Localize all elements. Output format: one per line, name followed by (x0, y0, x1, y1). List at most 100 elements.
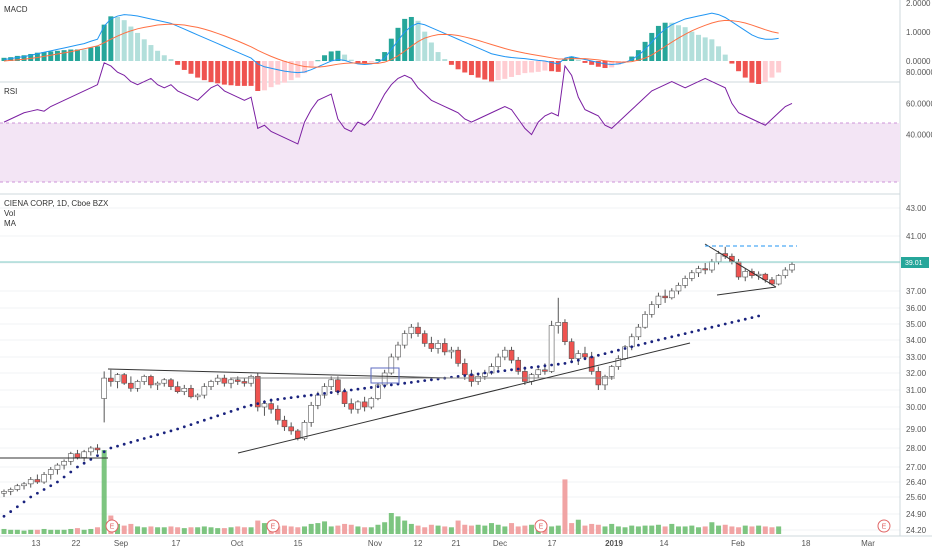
ma-point (583, 357, 587, 360)
macd-histogram-bar (562, 59, 568, 61)
volume-bar (515, 526, 521, 534)
ma-point (730, 321, 734, 324)
ma-point (189, 423, 193, 426)
volume-bar (362, 527, 368, 534)
volume-bar (48, 529, 54, 534)
earnings-icon (105, 519, 119, 533)
macd-histogram-bar (275, 61, 281, 85)
candle-body (441, 343, 448, 353)
ma-point (329, 391, 333, 394)
volume-bar (716, 525, 722, 534)
volume-bar (302, 526, 308, 534)
candle-body (582, 353, 588, 358)
candle-body (174, 386, 181, 393)
macd-histogram-bar (235, 61, 241, 86)
rsi-axis[interactable]: 80.0000 60.0000 40.0000 (906, 68, 932, 139)
ma-point (243, 405, 246, 409)
volume-bar (335, 525, 341, 534)
macd-histogram-bar (522, 61, 528, 74)
symbol-label[interactable]: CIENA CORP, 1D, Cboe BZX (4, 199, 109, 208)
time-tick-label: 18 (802, 539, 811, 548)
time-tick-label: 12 (414, 539, 423, 548)
volume-bar (14, 529, 20, 534)
volume-bar (442, 526, 448, 534)
volume-bar (235, 526, 241, 534)
vol-label[interactable]: Vol (4, 209, 15, 218)
macd-histogram-bar (255, 61, 261, 91)
volume-bar (675, 526, 681, 534)
macd-axis[interactable]: 2.0000 1.0000 0.0000 (906, 0, 931, 66)
ma-label[interactable]: MA (4, 219, 17, 228)
macd-histogram-bar (268, 61, 274, 88)
time-axis[interactable]: 13 22 Sep 17 Oct 15 Nov 12 21 Dec 17 2019 14 Feb 18 Mar (32, 539, 876, 548)
time-tick-label: 15 (294, 539, 303, 548)
candle-body (301, 422, 308, 439)
macd-tick-label: 2.0000 (906, 0, 931, 8)
earnings-icon (877, 519, 891, 533)
ma-point (122, 442, 126, 446)
ma-point (563, 362, 567, 365)
candle-body (695, 268, 702, 274)
macd-histogram-bar (682, 27, 688, 61)
macd-histogram-bar (756, 61, 762, 84)
candle-body (254, 376, 261, 408)
volume-bar (622, 527, 628, 534)
volume-bar (602, 526, 608, 534)
volume-bar (696, 527, 702, 534)
candle-body (575, 353, 582, 359)
ma-point (476, 372, 480, 376)
macd-histogram-bar (395, 27, 401, 62)
volume-bar (34, 529, 40, 534)
price-tick-label: 27.00 (906, 463, 927, 472)
ma-dots (2, 314, 761, 518)
ma-point (316, 392, 320, 396)
candle-body (395, 344, 401, 358)
macd-histogram-bar (448, 61, 454, 65)
ma-point (9, 510, 13, 513)
ma-point (162, 431, 166, 435)
macd-histogram-bar (555, 61, 561, 72)
volume-bar (635, 526, 641, 534)
volume-bar (615, 526, 621, 534)
price-axis[interactable]: 43.0041.0039.0037.0036.0035.0034.0033.00… (906, 204, 927, 535)
candle-body (562, 322, 568, 342)
macd-histogram-bar (195, 61, 201, 78)
macd-histogram (1, 16, 782, 91)
support-trend-line[interactable] (237, 342, 691, 454)
macd-histogram-bar (315, 60, 321, 62)
volume-bar (195, 527, 201, 534)
ma-point (136, 439, 139, 442)
time-tick-label: Nov (368, 539, 382, 548)
macd-histogram-bar (435, 52, 441, 61)
ma-point (757, 314, 761, 318)
macd-histogram-bar (141, 39, 147, 61)
ma-point (22, 500, 26, 504)
candles (1, 246, 795, 497)
top-trend-line[interactable] (107, 368, 451, 379)
triangle-lower-line[interactable] (716, 286, 777, 296)
macd-histogram-bar (48, 51, 54, 61)
macd-histogram-bar (81, 49, 87, 61)
ma-point (156, 433, 159, 437)
ma-point (62, 475, 66, 479)
volume-bar (428, 524, 434, 534)
volume-bar (41, 528, 47, 534)
triangle-upper-line[interactable] (704, 243, 777, 288)
earnings-label: E (539, 524, 544, 531)
price-tick-label: 30.00 (906, 403, 927, 412)
candle-body (715, 253, 722, 262)
volume-bar (388, 513, 394, 534)
volume-bar (749, 526, 755, 534)
volume-bar (315, 523, 321, 534)
ma-point (263, 400, 266, 404)
candle-body (401, 333, 408, 346)
ma-point (15, 505, 19, 509)
macd-histogram-bar (128, 26, 134, 61)
price-tick-label: 32.00 (906, 369, 927, 378)
candle-body (128, 382, 134, 389)
highlight-box[interactable] (370, 367, 400, 384)
candle-body (542, 369, 548, 372)
volume-bar (128, 523, 134, 534)
candle-body (41, 474, 47, 483)
